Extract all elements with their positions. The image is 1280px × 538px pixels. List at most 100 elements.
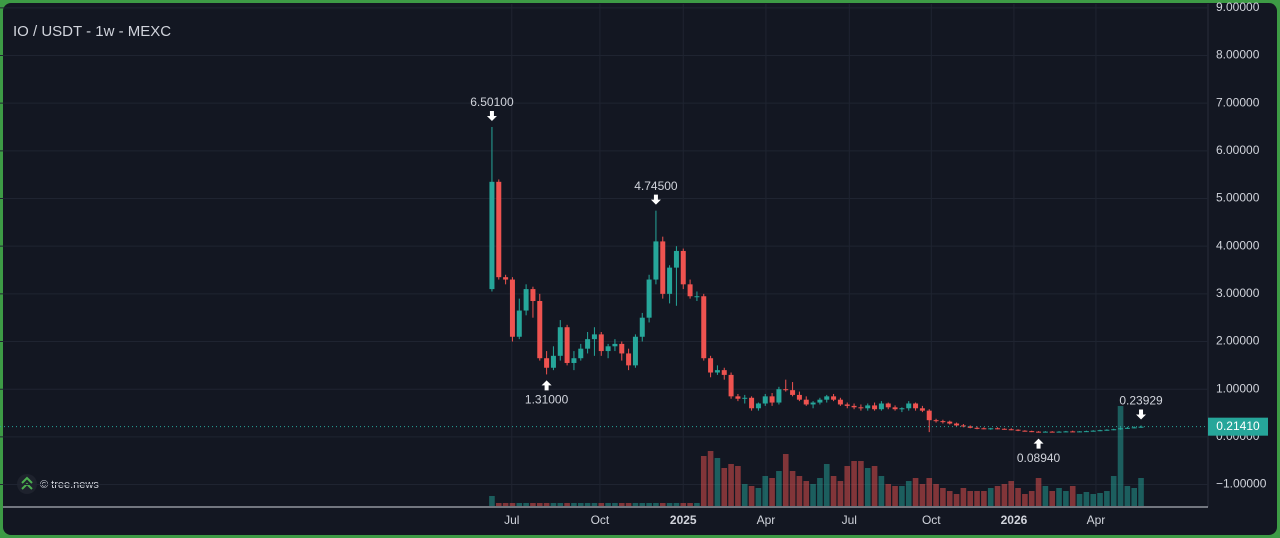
volume-bar [591, 503, 598, 506]
volume-bar [919, 484, 926, 506]
volume-bar [748, 486, 755, 506]
candle-body [1077, 431, 1083, 433]
candle-body [701, 296, 707, 359]
volume-bar [495, 503, 502, 506]
candle-body [1022, 430, 1028, 432]
watermark-logo [17, 474, 37, 494]
candle-body [489, 181, 495, 290]
candle-body [926, 410, 932, 421]
candle-body [755, 403, 761, 409]
volume-bar [933, 484, 939, 506]
candle-body [564, 327, 570, 363]
y-tick-label: 8.00000 [1216, 48, 1260, 62]
volume-bar [810, 484, 816, 506]
volume-bar [612, 503, 618, 506]
volume-bar [714, 458, 721, 506]
candle-body [817, 399, 823, 403]
volume-bar [721, 468, 728, 506]
candle-body [844, 404, 850, 406]
candle-body [988, 428, 994, 430]
candle-body [1029, 431, 1035, 433]
volume-bar [1131, 488, 1138, 506]
volume-bar [632, 503, 639, 506]
volume-bar [1028, 491, 1035, 506]
candle-body [995, 428, 1001, 430]
marker-label: 1.31000 [525, 393, 569, 407]
candle-body [605, 346, 611, 352]
volume-bar [625, 503, 632, 506]
candle-body [762, 396, 768, 404]
volume-bar [1049, 491, 1056, 506]
x-tick-label: 2026 [1001, 513, 1028, 527]
marker-arrow [486, 110, 497, 121]
volume-bar [509, 503, 516, 506]
candle-body [516, 310, 522, 337]
volume-bar [967, 491, 974, 506]
candle-body [919, 408, 925, 411]
volume-bar [489, 496, 495, 506]
marker-label: 4.74500 [634, 179, 678, 193]
volume-bar [851, 461, 857, 506]
volume-bar [1015, 488, 1021, 506]
volume-bar [516, 503, 523, 506]
candle-body [585, 339, 591, 349]
volume-bar [584, 503, 591, 506]
candle-body [544, 358, 550, 368]
volume-bar [550, 503, 557, 506]
volume-bar [646, 503, 652, 506]
candle-body [1049, 431, 1055, 433]
candle-body [967, 426, 973, 428]
candle-body [913, 403, 919, 409]
volume-bar [864, 468, 871, 506]
candle-body [667, 267, 673, 294]
x-tick-label: Apr [1087, 513, 1106, 527]
candle-body [1124, 427, 1130, 429]
candle-body [1083, 431, 1089, 433]
candle-body [503, 277, 509, 280]
volume-bar [1076, 494, 1083, 506]
candle-body [1104, 429, 1110, 431]
volume-bar [577, 503, 584, 506]
candle-body [530, 289, 536, 302]
volume-bar [912, 478, 919, 506]
candle-body [523, 289, 529, 311]
y-tick-label: 7.00000 [1216, 95, 1260, 109]
candle-body [612, 343, 618, 347]
chart-title: IO / USDT - 1w - MEXC [13, 23, 171, 40]
candle-body [1131, 427, 1137, 429]
volume-bar [1090, 494, 1097, 506]
candle-body [578, 348, 584, 359]
candle-body [1111, 429, 1117, 431]
volume-bar [728, 464, 734, 506]
y-tick-label: 6.00000 [1216, 143, 1260, 157]
candle-body [1036, 431, 1042, 433]
volume-bar [1008, 481, 1015, 506]
volume-bar [735, 466, 741, 506]
volume-bar [1083, 492, 1090, 506]
x-tick-label: Jul [504, 513, 519, 527]
candle-body [776, 389, 782, 403]
candle-body [954, 423, 960, 426]
volume-bar [782, 454, 789, 506]
marker-arrow [650, 194, 661, 205]
volume-bar [694, 503, 700, 506]
volume-bar [530, 503, 536, 506]
candle-body [694, 296, 700, 298]
volume-bar [1001, 484, 1008, 506]
candle-body [892, 407, 898, 410]
volume-bar [1056, 488, 1062, 506]
x-tick-label: Apr [757, 513, 776, 527]
volume-bar [830, 476, 837, 506]
candle-body [1042, 431, 1048, 433]
candle-body [1070, 431, 1076, 433]
candle-body [687, 284, 693, 297]
volume-bar [1097, 493, 1103, 506]
volume-bar [858, 461, 864, 506]
y-tick-label: 5.00000 [1216, 191, 1260, 205]
volume-bar [1138, 478, 1144, 506]
marker-arrow [1033, 438, 1044, 449]
candle-body [906, 403, 912, 409]
volume-bar [960, 488, 967, 506]
candle-body [571, 358, 577, 363]
volume-bar [981, 491, 987, 506]
